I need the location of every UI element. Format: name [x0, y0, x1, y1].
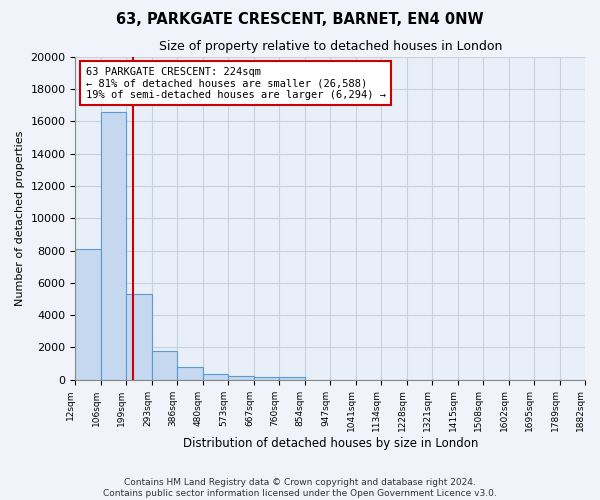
X-axis label: Distribution of detached houses by size in London: Distribution of detached houses by size …: [182, 437, 478, 450]
Y-axis label: Number of detached properties: Number of detached properties: [15, 130, 25, 306]
Text: 63, PARKGATE CRESCENT, BARNET, EN4 0NW: 63, PARKGATE CRESCENT, BARNET, EN4 0NW: [116, 12, 484, 28]
Bar: [254, 376, 279, 380]
Title: Size of property relative to detached houses in London: Size of property relative to detached ho…: [158, 40, 502, 53]
Bar: [228, 376, 254, 380]
Bar: [203, 374, 228, 380]
Text: Contains HM Land Registry data © Crown copyright and database right 2024.
Contai: Contains HM Land Registry data © Crown c…: [103, 478, 497, 498]
Text: 63 PARKGATE CRESCENT: 224sqm
← 81% of detached houses are smaller (26,588)
19% o: 63 PARKGATE CRESCENT: 224sqm ← 81% of de…: [86, 66, 386, 100]
Bar: [127, 294, 152, 380]
Bar: [178, 368, 203, 380]
Bar: [76, 249, 101, 380]
Bar: [279, 377, 305, 380]
Bar: [152, 350, 178, 380]
Bar: [101, 112, 127, 380]
